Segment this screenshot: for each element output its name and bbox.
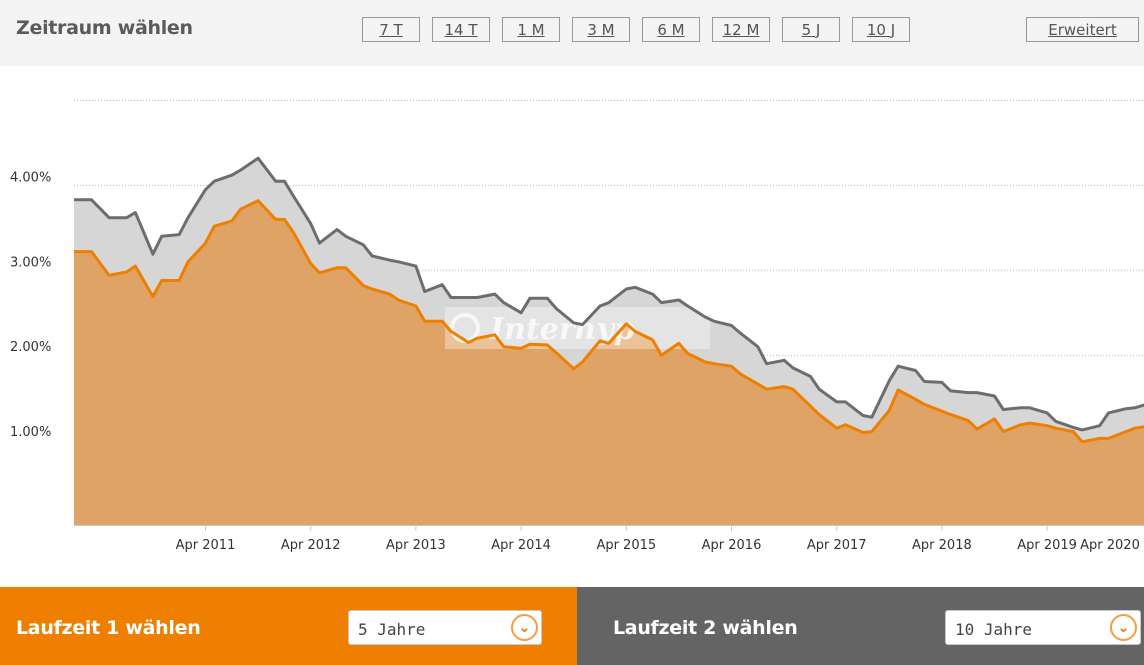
y-tick-label: 2.00% [10,340,51,355]
y-tick-label: 1.00% [10,425,51,440]
range-button-3m[interactable]: 3 M [572,17,630,42]
watermark-text: Interhyp [489,312,635,347]
term-1-panel: Laufzeit 1 wählen 5 Jahre ⌄ [0,587,577,665]
chevron-down-icon[interactable]: ⌄ [511,614,538,641]
term-1-select[interactable]: 5 Jahre ⌄ [348,610,542,645]
time-range-title: Zeitraum wählen [16,17,193,39]
y-axis-labels: 1.00% 2.00% 3.00% 4.00% [10,170,51,440]
time-range-bar: Zeitraum wählen 7 T 14 T 1 M 3 M 6 M 12 … [0,0,1144,66]
interest-rate-chart: Interhyp 1.00%2.00%3.00%4.00% Apr 2011 Ap… [10,100,1144,553]
x-tick-label: Apr 2017 [807,538,867,553]
series-2-area [74,200,1144,525]
y-tick-label: 3.00% [10,255,51,270]
x-tick-label: Apr 2019 [1017,538,1077,553]
range-button-14t[interactable]: 14 T [432,17,490,42]
term-2-select[interactable]: 10 Jahre ⌄ [945,610,1141,645]
x-tick-label: Apr 2015 [596,538,656,553]
y-tick-label: 4.00% [10,170,51,185]
x-tick-label: Apr 2016 [702,538,762,553]
advanced-button[interactable]: Erweitert [1026,17,1139,42]
range-button-10j[interactable]: 10 J [852,17,910,42]
term-1-label: Laufzeit 1 wählen [16,617,201,639]
term-2-selected-value: 10 Jahre [955,620,1033,639]
term-2-label: Laufzeit 2 wählen [613,617,798,639]
x-tick-label: Apr 2020 [1080,538,1140,553]
x-axis-labels: Apr 2011 Apr 2012 Apr 2013 Apr 2014 Apr 2015… [176,525,1140,553]
range-button-1m[interactable]: 1 M [502,17,560,42]
term-1-selected-value: 5 Jahre [358,620,426,639]
chart-lines [74,156,1144,444]
watermark-background [445,307,710,349]
x-tick-label: Apr 2013 [386,538,446,553]
x-tick-label: Apr 2014 [491,538,551,553]
range-button-12m[interactable]: 12 M [712,17,770,42]
term-2-panel: Laufzeit 2 wählen 10 Jahre ⌄ [577,587,1144,665]
chevron-down-icon[interactable]: ⌄ [1110,614,1137,641]
range-button-7t[interactable]: 7 T [362,17,420,42]
range-button-6m[interactable]: 6 M [642,17,700,42]
series-1-line [74,156,1144,432]
range-button-5j[interactable]: 5 J [782,17,840,42]
interhyp-watermark: Interhyp [445,307,710,349]
x-tick-label: Apr 2018 [912,538,972,553]
series-2-line [74,199,1144,444]
x-tick-label: Apr 2012 [281,538,341,553]
x-tick-label: Apr 2011 [176,538,236,553]
